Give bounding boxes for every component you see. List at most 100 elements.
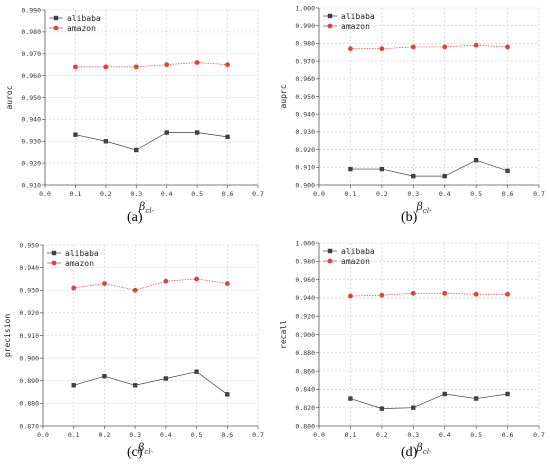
legend-label-alibaba: alibaba: [341, 247, 375, 256]
point-amazon: [103, 64, 109, 70]
x-axis-title: βcl-: [137, 441, 154, 456]
y-tick-label: 0.880: [19, 400, 39, 408]
y-tick-label: 0.940: [19, 264, 39, 272]
x-tick-label: 0.0: [313, 190, 325, 198]
point-amazon: [224, 281, 230, 286]
point-amazon: [505, 291, 510, 297]
x-tick-label: 0.5: [191, 190, 203, 198]
y-tick-label: 0.920: [19, 309, 39, 317]
y-tick-label: 0.970: [295, 57, 315, 65]
point-amazon: [379, 292, 385, 298]
point-amazon: [164, 62, 170, 68]
point-alibaba: [379, 166, 385, 172]
x-axis-title: βcl-: [416, 441, 433, 456]
point-amazon: [348, 46, 353, 52]
point-alibaba: [73, 132, 78, 137]
series-line-alibaba: [75, 132, 228, 151]
y-tick-label: 0.960: [21, 72, 41, 80]
x-tick-label: 0.0: [39, 190, 51, 198]
point-alibaba: [103, 139, 109, 144]
legend-marker-amazon: [327, 258, 333, 264]
point-alibaba: [505, 168, 510, 174]
x-tick-label: 0.3: [130, 190, 142, 198]
x-tick-label: 0.6: [502, 431, 514, 439]
series-line-amazon: [73, 278, 228, 291]
point-amazon: [194, 276, 199, 282]
chart-panel-a: 0.910 0.920 0.930 0.940 0.950 0.960 0.970 0.980…: [0, 0, 275, 235]
y-axis-title: auroc: [5, 85, 14, 109]
y-tick-label: 1.000: [295, 4, 315, 12]
point-alibaba: [194, 130, 200, 135]
x-tick-label: 0.1: [345, 431, 357, 439]
legend-marker-alibaba: [51, 250, 57, 256]
x-tick-label: 0.6: [502, 190, 514, 198]
point-alibaba: [194, 369, 199, 374]
y-tick-label: 0.910: [295, 164, 315, 172]
y-tick-label: 0.980: [21, 28, 41, 36]
point-amazon: [348, 293, 353, 299]
point-amazon: [442, 44, 448, 50]
legend-label-amazon: amazon: [341, 22, 370, 31]
point-amazon: [133, 64, 139, 70]
caption-b: (b): [401, 210, 418, 225]
y-tick-label: 0.900: [295, 181, 315, 189]
y-tick-label: 0.890: [19, 377, 39, 385]
x-tick-label: 0.1: [70, 190, 82, 198]
y-tick-label: 0.930: [19, 287, 39, 295]
point-amazon: [473, 42, 479, 48]
point-alibaba: [411, 405, 416, 410]
x-tick-label: 0.4: [439, 190, 451, 198]
chart-panel-b: 0.900 0.910 0.920 0.930 0.940 0.950 0.960 0.970…: [275, 0, 550, 235]
y-tick-label: 0.940: [295, 111, 315, 119]
x-tick-label: 0.0: [37, 431, 49, 439]
y-tick-label: 0.800: [295, 422, 315, 430]
x-tick-label: 0.1: [68, 431, 80, 439]
caption-d: (d): [401, 445, 418, 460]
point-alibaba: [379, 406, 385, 411]
point-alibaba: [164, 130, 169, 135]
y-tick-label: 0.920: [295, 313, 315, 321]
point-amazon: [163, 278, 169, 284]
x-tick-label: 0.4: [439, 431, 451, 439]
point-alibaba: [71, 383, 76, 388]
point-alibaba: [225, 134, 230, 140]
point-alibaba: [473, 396, 479, 401]
y-tick-label: 0.920: [295, 146, 315, 154]
point-amazon: [225, 62, 230, 68]
legend-marker-amazon: [53, 25, 59, 31]
point-amazon: [102, 281, 107, 286]
y-tick-label: 0.980: [295, 258, 315, 266]
y-tick-label: 0.930: [21, 138, 41, 146]
y-tick-label: 0.990: [295, 22, 315, 30]
chart-b-svg: 0.900 0.910 0.920 0.930 0.940 0.950 0.960 0.970…: [279, 4, 545, 215]
point-amazon: [410, 290, 416, 296]
x-tick-label: 0.7: [252, 190, 264, 198]
y-tick-label: 0.940: [21, 116, 41, 124]
x-tick-label: 0.4: [161, 190, 173, 198]
x-tick-label: 0.1: [345, 190, 357, 198]
chart-c-svg: 0.870 0.880 0.890 0.900 0.910 0.920 0.930 0.940…: [3, 241, 264, 456]
x-tick-label: 0.7: [533, 431, 545, 439]
legend-marker-alibaba: [327, 13, 333, 19]
x-tick-label: 0.2: [376, 190, 388, 198]
x-tick-label: 0.5: [470, 190, 482, 198]
x-tick-label: 0.3: [407, 431, 419, 439]
x-tick-label: 0.0: [313, 431, 325, 439]
y-axis-title: precision: [3, 314, 12, 358]
legend-marker-alibaba: [327, 248, 333, 254]
point-amazon: [73, 64, 78, 70]
y-tick-label: 0.980: [295, 40, 315, 48]
point-alibaba: [134, 147, 139, 153]
y-tick-label: 0.870: [19, 422, 39, 430]
y-tick-label: 0.990: [21, 6, 41, 14]
caption-a: (a): [127, 210, 143, 225]
legend-label-amazon: amazon: [65, 259, 94, 268]
y-tick-label: 0.860: [295, 367, 315, 375]
point-alibaba: [442, 391, 447, 397]
point-amazon: [132, 287, 138, 293]
point-amazon: [71, 285, 77, 291]
point-amazon: [442, 290, 448, 296]
x-tick-label: 0.2: [100, 190, 112, 198]
legend-label-alibaba: alibaba: [67, 14, 101, 23]
point-alibaba: [411, 173, 416, 179]
